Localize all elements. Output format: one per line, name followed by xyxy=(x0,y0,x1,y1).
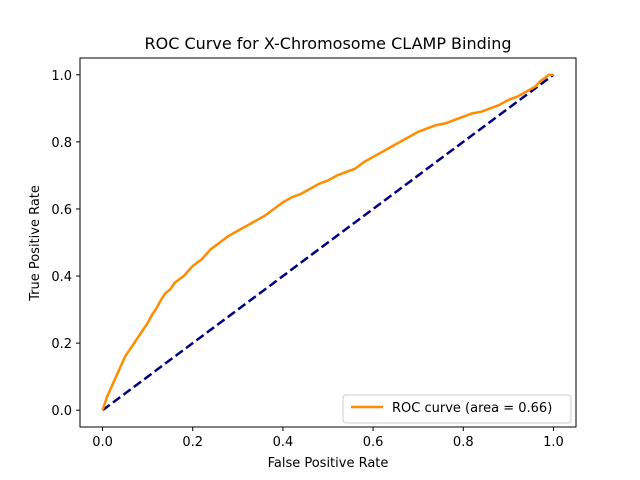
roc-curve-line xyxy=(101,73,554,411)
x-tick-label: 0.8 xyxy=(453,435,474,450)
x-tick-label: 0.6 xyxy=(363,435,384,450)
ticks-layer: 0.0 0.2 0.4 0.6 0.8 1.0 0.0 0.2 0.4 0.6 0.8 1.0 xyxy=(51,69,563,450)
y-tick-label: 0.6 xyxy=(51,203,72,218)
y-axis-label: True Positive Rate xyxy=(28,185,43,302)
x-tick-label: 0.0 xyxy=(92,435,113,450)
x-tick-label: 1.0 xyxy=(543,435,564,450)
legend-label-roc: ROC curve (area = 0.66) xyxy=(392,401,552,416)
legend: ROC curve (area = 0.66) xyxy=(342,394,572,424)
y-tick-label: 0.0 xyxy=(51,404,72,419)
chance-diagonal-line xyxy=(101,73,555,412)
plot-frame xyxy=(79,57,577,428)
series-layer xyxy=(101,73,555,412)
x-axis-label: False Positive Rate xyxy=(268,456,389,471)
legend-box xyxy=(342,394,572,424)
y-tick-label: 0.2 xyxy=(51,337,72,352)
y-tick-label: 0.4 xyxy=(51,270,72,285)
y-tick-label: 1.0 xyxy=(51,69,72,84)
x-tick-label: 0.4 xyxy=(273,435,294,450)
y-tick-label: 0.8 xyxy=(51,136,72,151)
x-tick-label: 0.2 xyxy=(182,435,203,450)
chart-title: ROC Curve for X-Chromosome CLAMP Binding xyxy=(144,34,511,53)
